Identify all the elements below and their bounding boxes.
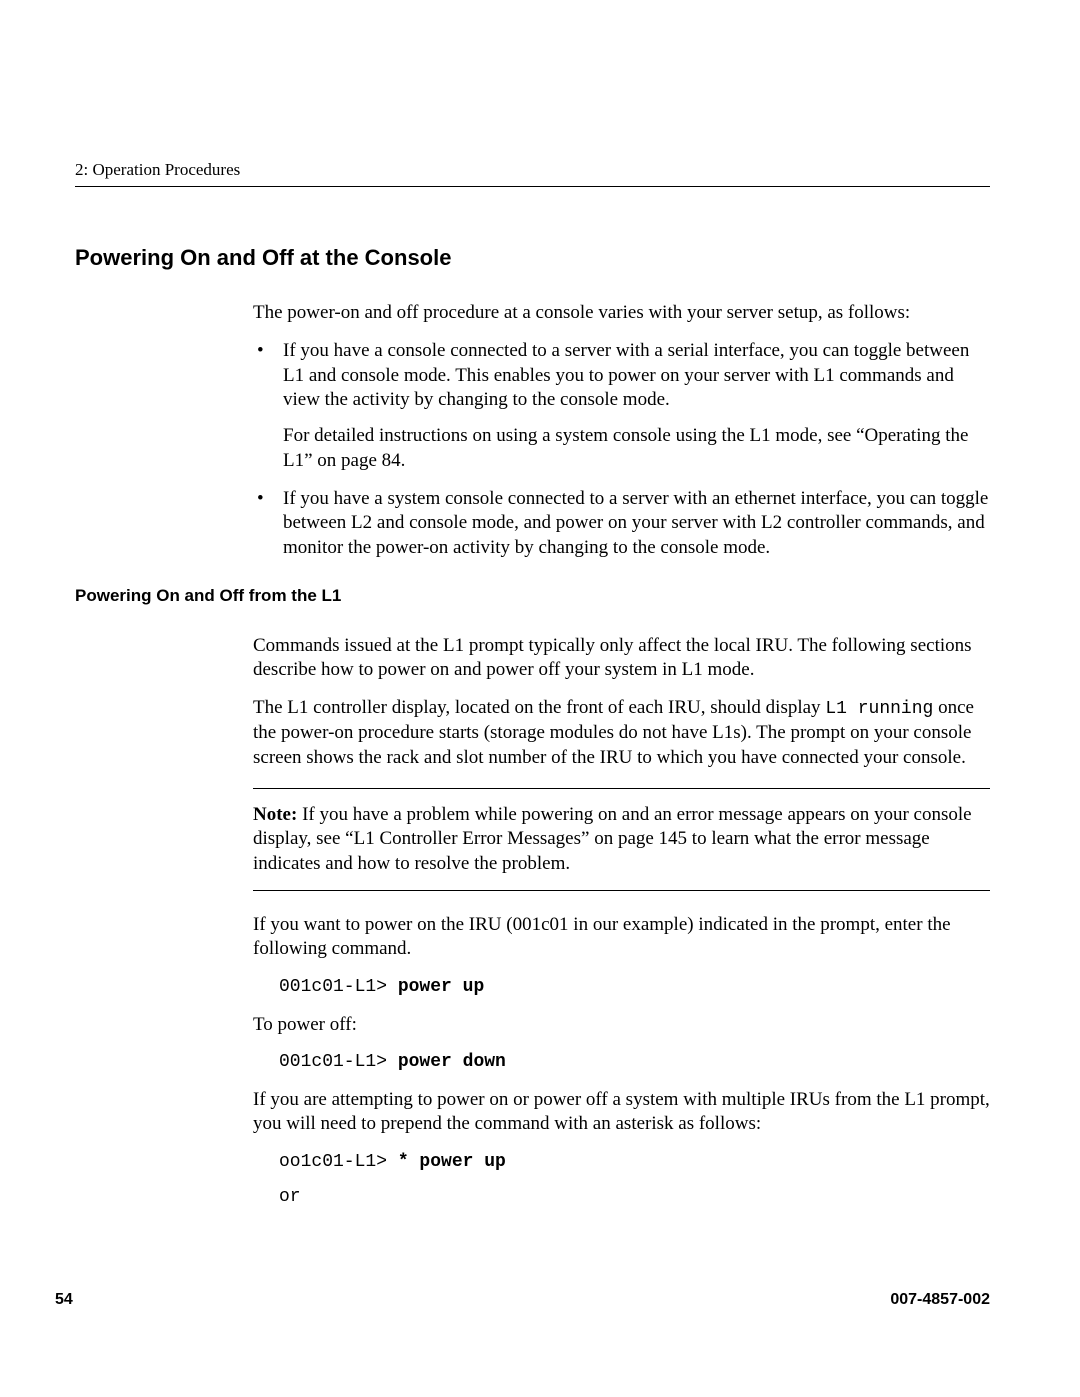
section-body: The power-on and off procedure at a cons… (253, 301, 990, 560)
subsection-body: Commands issued at the L1 prompt typical… (253, 634, 990, 1209)
doc-number: 007-4857-002 (890, 1291, 990, 1309)
text-run: The L1 controller display, located on th… (253, 697, 825, 718)
inline-code: L1 running (825, 699, 933, 719)
code-command: * power up (398, 1152, 506, 1172)
paragraph: The L1 controller display, located on th… (253, 696, 990, 770)
section-title: Powering On and Off at the Console (75, 245, 990, 271)
page-footer: 54 007-4857-002 (55, 1291, 990, 1309)
paragraph: If you want to power on the IRU (001c01 … (253, 913, 990, 962)
code-prompt: oo1c01-L1> (279, 1152, 398, 1172)
header-rule (75, 186, 990, 187)
note-paragraph: Note: If you have a problem while poweri… (253, 803, 990, 876)
bullet-item: If you have a console connected to a ser… (253, 339, 990, 473)
bullet-text: For detailed instructions on using a sys… (283, 424, 990, 473)
code-line: or (279, 1186, 990, 1209)
code-command: power up (398, 977, 484, 997)
page-number: 54 (55, 1291, 73, 1309)
note-rule-bottom (253, 890, 990, 891)
paragraph: Commands issued at the L1 prompt typical… (253, 634, 990, 683)
page: 2: Operation Procedures Powering On and … (0, 0, 1080, 1397)
code-line: 001c01-L1> power down (279, 1051, 990, 1074)
note-rule-top (253, 788, 990, 789)
code-command: power down (398, 1052, 506, 1072)
note-body: If you have a problem while powering on … (253, 804, 972, 874)
intro-paragraph: The power-on and off procedure at a cons… (253, 301, 990, 325)
code-prompt: 001c01-L1> (279, 977, 398, 997)
subsection-title: Powering On and Off from the L1 (75, 586, 990, 606)
bullet-text: If you have a console connected to a ser… (283, 339, 990, 412)
code-line: 001c01-L1> power up (279, 976, 990, 999)
code-line: oo1c01-L1> * power up (279, 1151, 990, 1174)
running-header: 2: Operation Procedures (75, 160, 990, 180)
paragraph: To power off: (253, 1013, 990, 1037)
bullet-item: If you have a system console connected t… (253, 487, 990, 560)
paragraph: If you are attempting to power on or pow… (253, 1088, 990, 1137)
note-label: Note: (253, 804, 297, 825)
bullet-text: If you have a system console connected t… (283, 487, 990, 560)
code-prompt: 001c01-L1> (279, 1052, 398, 1072)
bullet-list: If you have a console connected to a ser… (253, 339, 990, 560)
